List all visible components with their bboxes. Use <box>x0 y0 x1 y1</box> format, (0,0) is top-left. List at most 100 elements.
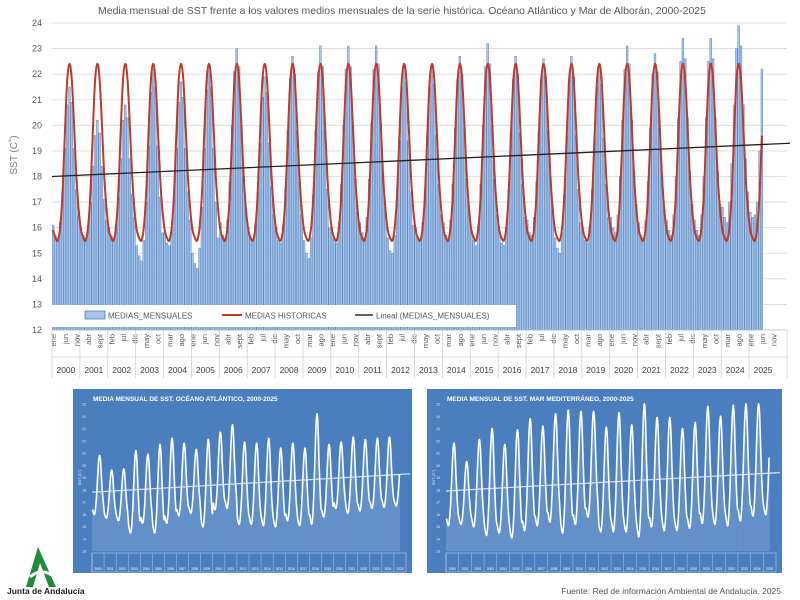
logo-text: Junta de Andalucía <box>7 586 85 596</box>
x-month-label: abr <box>223 334 232 345</box>
x-month-label: sept <box>514 333 523 348</box>
bar-monthly-sst <box>542 58 545 331</box>
x-year-label: 2022 <box>670 365 689 375</box>
bar-monthly-sst <box>68 86 71 331</box>
inset-trend-line <box>91 473 411 493</box>
inset-year-label: 2004 <box>500 567 507 571</box>
y-tick-label: 18 <box>32 172 42 182</box>
inset-year-label: 2000 <box>449 567 456 571</box>
inset-year-label: 2002 <box>119 567 126 571</box>
bar-monthly-sst <box>149 91 152 331</box>
bar-monthly-sst <box>179 81 183 331</box>
bar-monthly-sst <box>605 183 608 331</box>
inset-year-label: 2016 <box>652 567 659 571</box>
x-year-label: 2007 <box>252 365 271 375</box>
inset-y-tick: 19 <box>82 476 86 480</box>
x-month-label: feb <box>526 334 535 344</box>
y-tick-label: 16 <box>32 223 42 233</box>
inset-year-label: 2020 <box>336 567 343 571</box>
x-month-label: mar <box>165 334 174 347</box>
inset-y-tick: 25 <box>436 403 440 407</box>
bar-monthly-sst <box>586 242 589 331</box>
inset-year-label: 2002 <box>474 567 481 571</box>
x-month-label: ene <box>189 334 198 347</box>
bar-monthly-sst <box>607 217 610 331</box>
x-year-label: 2003 <box>140 365 159 375</box>
x-month-label: jun <box>200 334 209 345</box>
bar-monthly-sst <box>663 209 666 331</box>
y-tick-label: 24 <box>32 18 42 28</box>
y-tick-label: 12 <box>32 325 42 335</box>
inset-year-label: 2003 <box>131 567 138 571</box>
inset-chart-mediterranean: MEDIA MENSUAL DE SST. MAR MEDITERRÁNEO, … <box>427 389 782 573</box>
inset-year-label: 2013 <box>251 567 258 571</box>
x-month-label: may <box>700 334 709 348</box>
inset-year-label: 2024 <box>384 567 391 571</box>
x-month-label: sept <box>96 333 105 348</box>
inset-year-label: 2010 <box>576 567 583 571</box>
x-year-label: 2006 <box>224 365 243 375</box>
logo-stroke <box>28 570 53 579</box>
x-month-label: sept <box>653 333 662 348</box>
trend-line <box>51 142 791 178</box>
bar-monthly-sst <box>433 84 436 331</box>
legend-label-trend: Lineal (MEDIAS_MENSUALES) <box>376 312 490 321</box>
bar-monthly-sst <box>530 235 533 331</box>
inset-y-tick: 19 <box>436 476 440 480</box>
x-year-label: 2004 <box>168 365 187 375</box>
x-month-label: abr <box>502 334 511 345</box>
bar-monthly-sst <box>698 235 701 331</box>
x-month-label: sept <box>375 333 384 348</box>
bar-monthly-sst <box>560 232 564 331</box>
x-month-label: ene <box>607 334 616 347</box>
inset-year-label: 2009 <box>563 567 570 571</box>
bar-monthly-sst <box>124 104 127 331</box>
legend: MEDIAS_MENSUALES MEDIAS HISTORICAS Linea… <box>52 305 516 327</box>
inset-y-tick: 17 <box>82 501 86 505</box>
inset-year-label: 2011 <box>227 567 234 571</box>
inset-year-label: 2021 <box>715 567 722 571</box>
bar-monthly-sst <box>681 38 685 331</box>
inset-y-tick: 24 <box>82 415 86 419</box>
x-month-label: jul <box>398 334 407 343</box>
bar-monthly-sst <box>430 66 434 331</box>
bar-monthly-sst <box>291 56 294 331</box>
inset-y-tick: 21 <box>436 452 440 456</box>
bar-monthly-sst <box>65 104 69 331</box>
x-month-label: dic <box>131 334 140 344</box>
x-year-label: 2018 <box>558 365 577 375</box>
x-month-label: oct <box>711 333 720 344</box>
inset-year-label: 2022 <box>728 567 735 571</box>
inset-sst-line <box>91 412 401 534</box>
inset-title: MEDIA MENSUAL DE SST. OCÉANO ATLÁNTICO, … <box>93 394 278 403</box>
bar-monthly-sst <box>460 73 464 331</box>
bar-monthly-sst <box>614 232 617 331</box>
bar-monthly-sst <box>544 76 547 331</box>
bar-monthly-sst <box>156 145 159 331</box>
x-year-label: 2016 <box>503 365 522 375</box>
x-month-label: ago <box>735 334 744 347</box>
x-month-label: dic <box>549 334 558 344</box>
bar-monthly-sst <box>93 135 97 331</box>
x-year-label: 2015 <box>475 365 494 375</box>
x-year-label: 2017 <box>531 365 550 375</box>
source-note: Fuente: Red de información Ambiental de … <box>561 586 781 596</box>
y-tick-label: 23 <box>32 44 42 54</box>
x-month-label: mar <box>584 334 593 347</box>
legend-label-monthly: MEDIAS_MENSUALES <box>108 312 192 321</box>
inset-year-label: 2016 <box>288 567 295 571</box>
inset-year-label: 2011 <box>589 567 596 571</box>
bar-monthly-sst <box>458 56 461 331</box>
bar-monthly-sst <box>577 189 580 331</box>
bar-monthly-sst <box>584 240 587 331</box>
x-year-label: 2024 <box>726 365 745 375</box>
bar-monthly-sst <box>486 43 489 331</box>
x-year-label: 2002 <box>112 365 131 375</box>
bar-monthly-sst <box>760 68 764 331</box>
inset-y-tick: 24 <box>436 415 440 419</box>
x-year-label: 2013 <box>419 365 438 375</box>
x-month-label: abr <box>363 334 372 345</box>
inset-y-tick: 21 <box>82 452 86 456</box>
inset-year-label: 2017 <box>300 567 307 571</box>
inset-year-label: 2001 <box>461 567 468 571</box>
